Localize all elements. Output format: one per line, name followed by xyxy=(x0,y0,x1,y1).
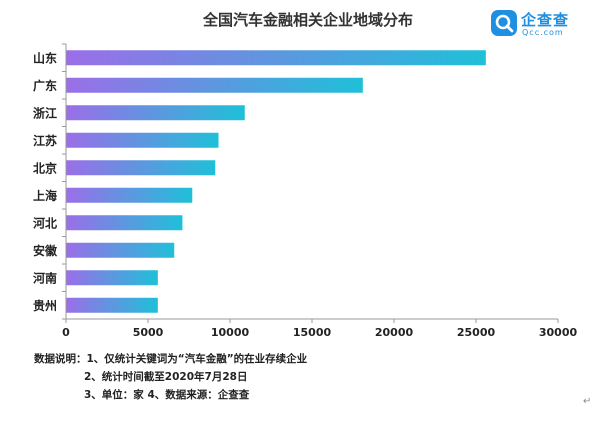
category-label-9: 河南 xyxy=(32,270,57,285)
bar-7 xyxy=(66,215,183,231)
category-label-5: 北京 xyxy=(33,160,57,175)
bar-9 xyxy=(66,270,158,286)
bar-1 xyxy=(66,50,486,66)
x-tick-label-3: 10000 xyxy=(211,326,250,339)
paragraph-mark: ↵ xyxy=(583,396,592,407)
x-tick-label-5: 20000 xyxy=(375,326,414,339)
data-notes: 数据说明：1、仅统计关键词为“汽车金融”的在业存续企业 2、统计时间截至2020… xyxy=(34,350,307,404)
category-label-3: 浙江 xyxy=(33,105,57,120)
chart-title: 全国汽车金融相关企业地域分布 xyxy=(202,11,413,29)
category-label-10: 贵州 xyxy=(33,298,57,313)
x-tick-label-4: 15000 xyxy=(293,326,332,339)
category-label-8: 安徽 xyxy=(33,243,58,258)
x-tick-label-2: 5000 xyxy=(133,326,164,339)
note-line-2: 2、统计时间截至2020年7月28日 xyxy=(84,371,248,383)
category-label-2: 广东 xyxy=(33,78,57,93)
bar-10 xyxy=(66,297,158,313)
logo-brand-text: 企查查 xyxy=(521,11,570,29)
bar-2 xyxy=(66,77,363,93)
bar-4 xyxy=(66,132,219,148)
qcc-magnifier-logo-icon xyxy=(491,10,517,36)
x-tick-label-6: 25000 xyxy=(457,326,496,339)
logo-domain-text: Qcc.com xyxy=(522,28,564,37)
bar-3 xyxy=(66,105,245,121)
category-label-7: 河北 xyxy=(32,215,57,230)
x-tick-label-1: 0 xyxy=(62,326,70,339)
category-label-4: 江苏 xyxy=(33,133,57,148)
bar-5 xyxy=(66,160,216,176)
note-line-1: 数据说明：1、仅统计关键词为“汽车金融”的在业存续企业 xyxy=(34,353,308,365)
x-tick-label-7: 30000 xyxy=(539,326,578,339)
bar-6 xyxy=(66,187,193,203)
category-label-1: 山东 xyxy=(33,50,57,65)
note-line-3: 3、单位：家 4、数据来源：企查查 xyxy=(84,389,250,401)
bar-8 xyxy=(66,242,175,258)
category-label-6: 上海 xyxy=(33,188,57,203)
